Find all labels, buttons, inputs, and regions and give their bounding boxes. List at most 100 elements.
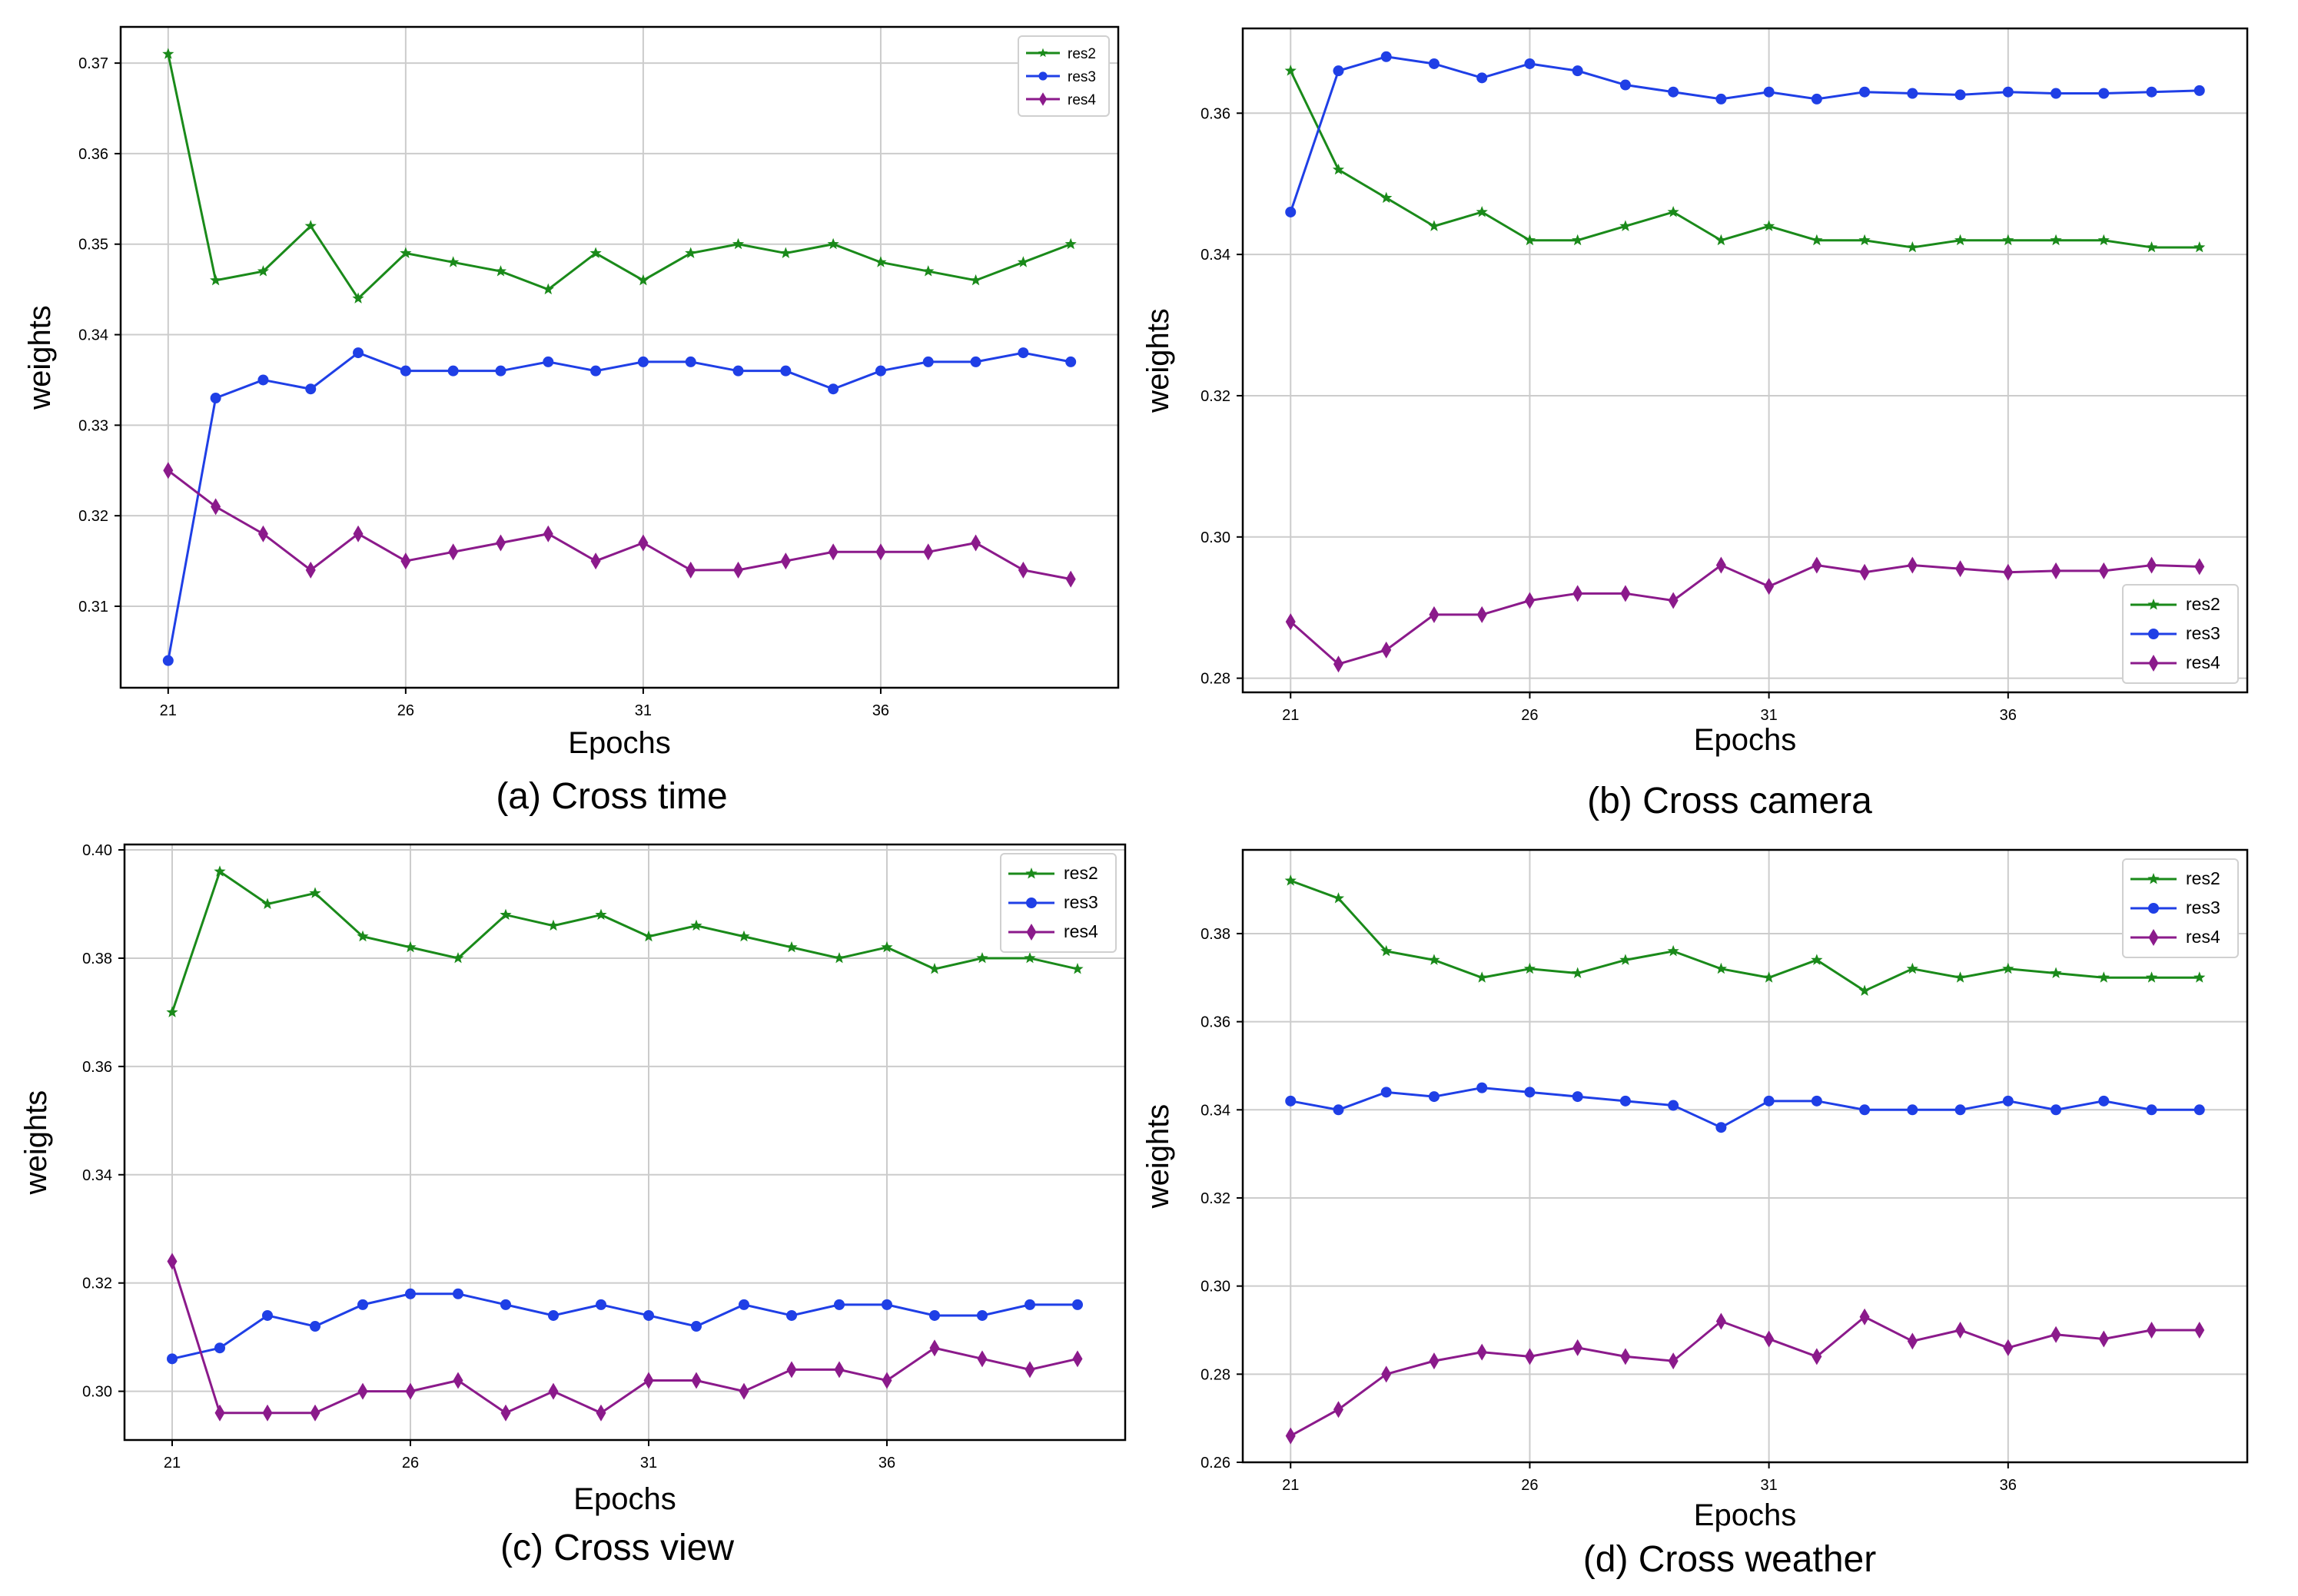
- data-point-res2: [589, 247, 602, 258]
- data-point-res3: [1524, 58, 1536, 69]
- y-tick-label: 0.32: [78, 508, 108, 525]
- data-point-res4: [163, 462, 174, 479]
- data-point-res3: [405, 1288, 416, 1299]
- data-point-res2: [1811, 954, 1823, 965]
- x-tick-label: 26: [397, 702, 414, 719]
- data-point-res2: [732, 237, 745, 250]
- data-point-res3: [834, 1299, 845, 1310]
- data-point-res4: [2051, 562, 2061, 579]
- data-point-res3: [1476, 1082, 1488, 1093]
- data-point-res2: [1523, 234, 1536, 246]
- data-point-res3: [685, 356, 696, 367]
- data-point-res2: [257, 265, 270, 277]
- data-point-res2: [261, 898, 274, 909]
- legend: res2 res3 res4: [1000, 853, 1117, 953]
- data-point-res3: [929, 1309, 940, 1321]
- series-line-res4: [1290, 563, 2200, 665]
- y-tick-label: 0.26: [1200, 1455, 1230, 1472]
- data-point-res2: [643, 930, 655, 942]
- data-point-res4: [1524, 1348, 1535, 1365]
- data-point-res3: [1285, 206, 1297, 217]
- legend-marker-res4: [1038, 92, 1048, 106]
- y-tick-label: 0.28: [1200, 1366, 1230, 1383]
- data-point-res4: [1476, 606, 1487, 623]
- data-point-res4: [828, 543, 839, 561]
- plot-frame: [1241, 27, 2249, 694]
- data-point-res4: [882, 1372, 892, 1389]
- y-tick-label: 0.34: [1200, 1102, 1230, 1119]
- x-axis-label: Epochs: [568, 726, 670, 760]
- chart-panel-b: 21 26 31 36 0.28 0.30 0.32 0.34 0.36 res2 res3 res4…: [1141, 27, 2249, 821]
- data-point-res2: [690, 919, 702, 931]
- data-point-res3: [1668, 1100, 1679, 1111]
- legend: res2 res3 res4: [1018, 35, 1110, 117]
- data-point-res2: [1017, 256, 1029, 267]
- plot-frame: [119, 25, 1120, 689]
- data-point-res2: [1332, 892, 1345, 904]
- series-line-res2: [167, 54, 1071, 300]
- data-point-res3: [590, 365, 602, 377]
- data-point-res2: [976, 951, 988, 964]
- data-point-res2: [1572, 967, 1584, 979]
- data-point-res4: [1572, 1339, 1583, 1356]
- x-tick-label: 36: [2000, 1477, 2017, 1494]
- data-point-res4: [590, 552, 601, 570]
- data-point-res3: [2098, 1095, 2110, 1107]
- legend-marker-res3: [2148, 629, 2159, 639]
- x-tick-label: 21: [1282, 1477, 1299, 1494]
- data-point-res4: [400, 552, 411, 570]
- legend: res2 res3 res4: [2122, 584, 2239, 684]
- data-point-res4: [1907, 1332, 1918, 1350]
- data-point-res4: [1715, 1312, 1726, 1330]
- data-point-res4: [500, 1404, 511, 1422]
- data-point-res3: [1333, 65, 1344, 77]
- x-tick-label: 31: [1760, 707, 1777, 724]
- data-point-res2: [785, 941, 798, 953]
- data-point-res3: [1072, 1299, 1083, 1310]
- x-tick-label: 26: [1521, 1477, 1538, 1494]
- data-point-res4: [257, 525, 268, 543]
- data-point-res2: [1763, 220, 1775, 231]
- y-tick-label: 0.30: [1200, 1279, 1230, 1296]
- data-point-res3: [1907, 1104, 1918, 1116]
- legend-label-res2: res2: [1068, 46, 1096, 62]
- data-point-res3: [400, 365, 411, 377]
- data-point-res2: [2097, 234, 2110, 246]
- y-tick-label: 0.36: [82, 1059, 112, 1076]
- plot-frame: [1241, 848, 2249, 1464]
- data-point-res3: [495, 365, 506, 377]
- data-point-res2: [1619, 954, 1632, 965]
- data-point-res4: [1429, 606, 1440, 623]
- data-point-res3: [2098, 88, 2110, 99]
- y-axis-label: weights: [23, 305, 57, 410]
- data-point-res4: [495, 534, 506, 552]
- data-point-res2: [304, 220, 317, 231]
- data-point-res4: [1764, 1330, 1775, 1348]
- y-tick-label: 0.30: [1200, 529, 1230, 546]
- series-line-res4: [167, 470, 1071, 581]
- chart-panel-a: 21 26 31 36 0.31 0.32 0.33 0.34 0.35 0.36 0.37 res2…: [23, 25, 1120, 817]
- data-point-res4: [262, 1404, 273, 1422]
- data-point-res3: [1763, 1095, 1775, 1107]
- data-point-res4: [1715, 556, 1726, 574]
- panel-caption: (b) Cross camera: [1587, 781, 1872, 821]
- data-point-res3: [1333, 1104, 1344, 1116]
- data-point-res2: [2002, 234, 2014, 246]
- data-point-res4: [834, 1361, 845, 1379]
- data-point-res3: [210, 393, 221, 404]
- series-line-res2: [1289, 70, 2200, 249]
- data-point-res4: [923, 543, 934, 561]
- data-point-res4: [453, 1372, 463, 1389]
- legend-marker-res3: [2148, 903, 2159, 914]
- x-tick-label: 31: [635, 702, 652, 719]
- data-point-res3: [167, 1353, 178, 1365]
- data-point-res2: [1667, 205, 1679, 217]
- data-point-res4: [211, 498, 221, 516]
- panel-caption: (d) Cross weather: [1583, 1539, 1876, 1580]
- data-point-res3: [875, 365, 886, 377]
- data-point-res2: [452, 951, 464, 964]
- data-point-res4: [1907, 556, 1918, 574]
- data-point-res3: [2193, 1104, 2205, 1116]
- y-tick-label: 0.38: [82, 951, 112, 967]
